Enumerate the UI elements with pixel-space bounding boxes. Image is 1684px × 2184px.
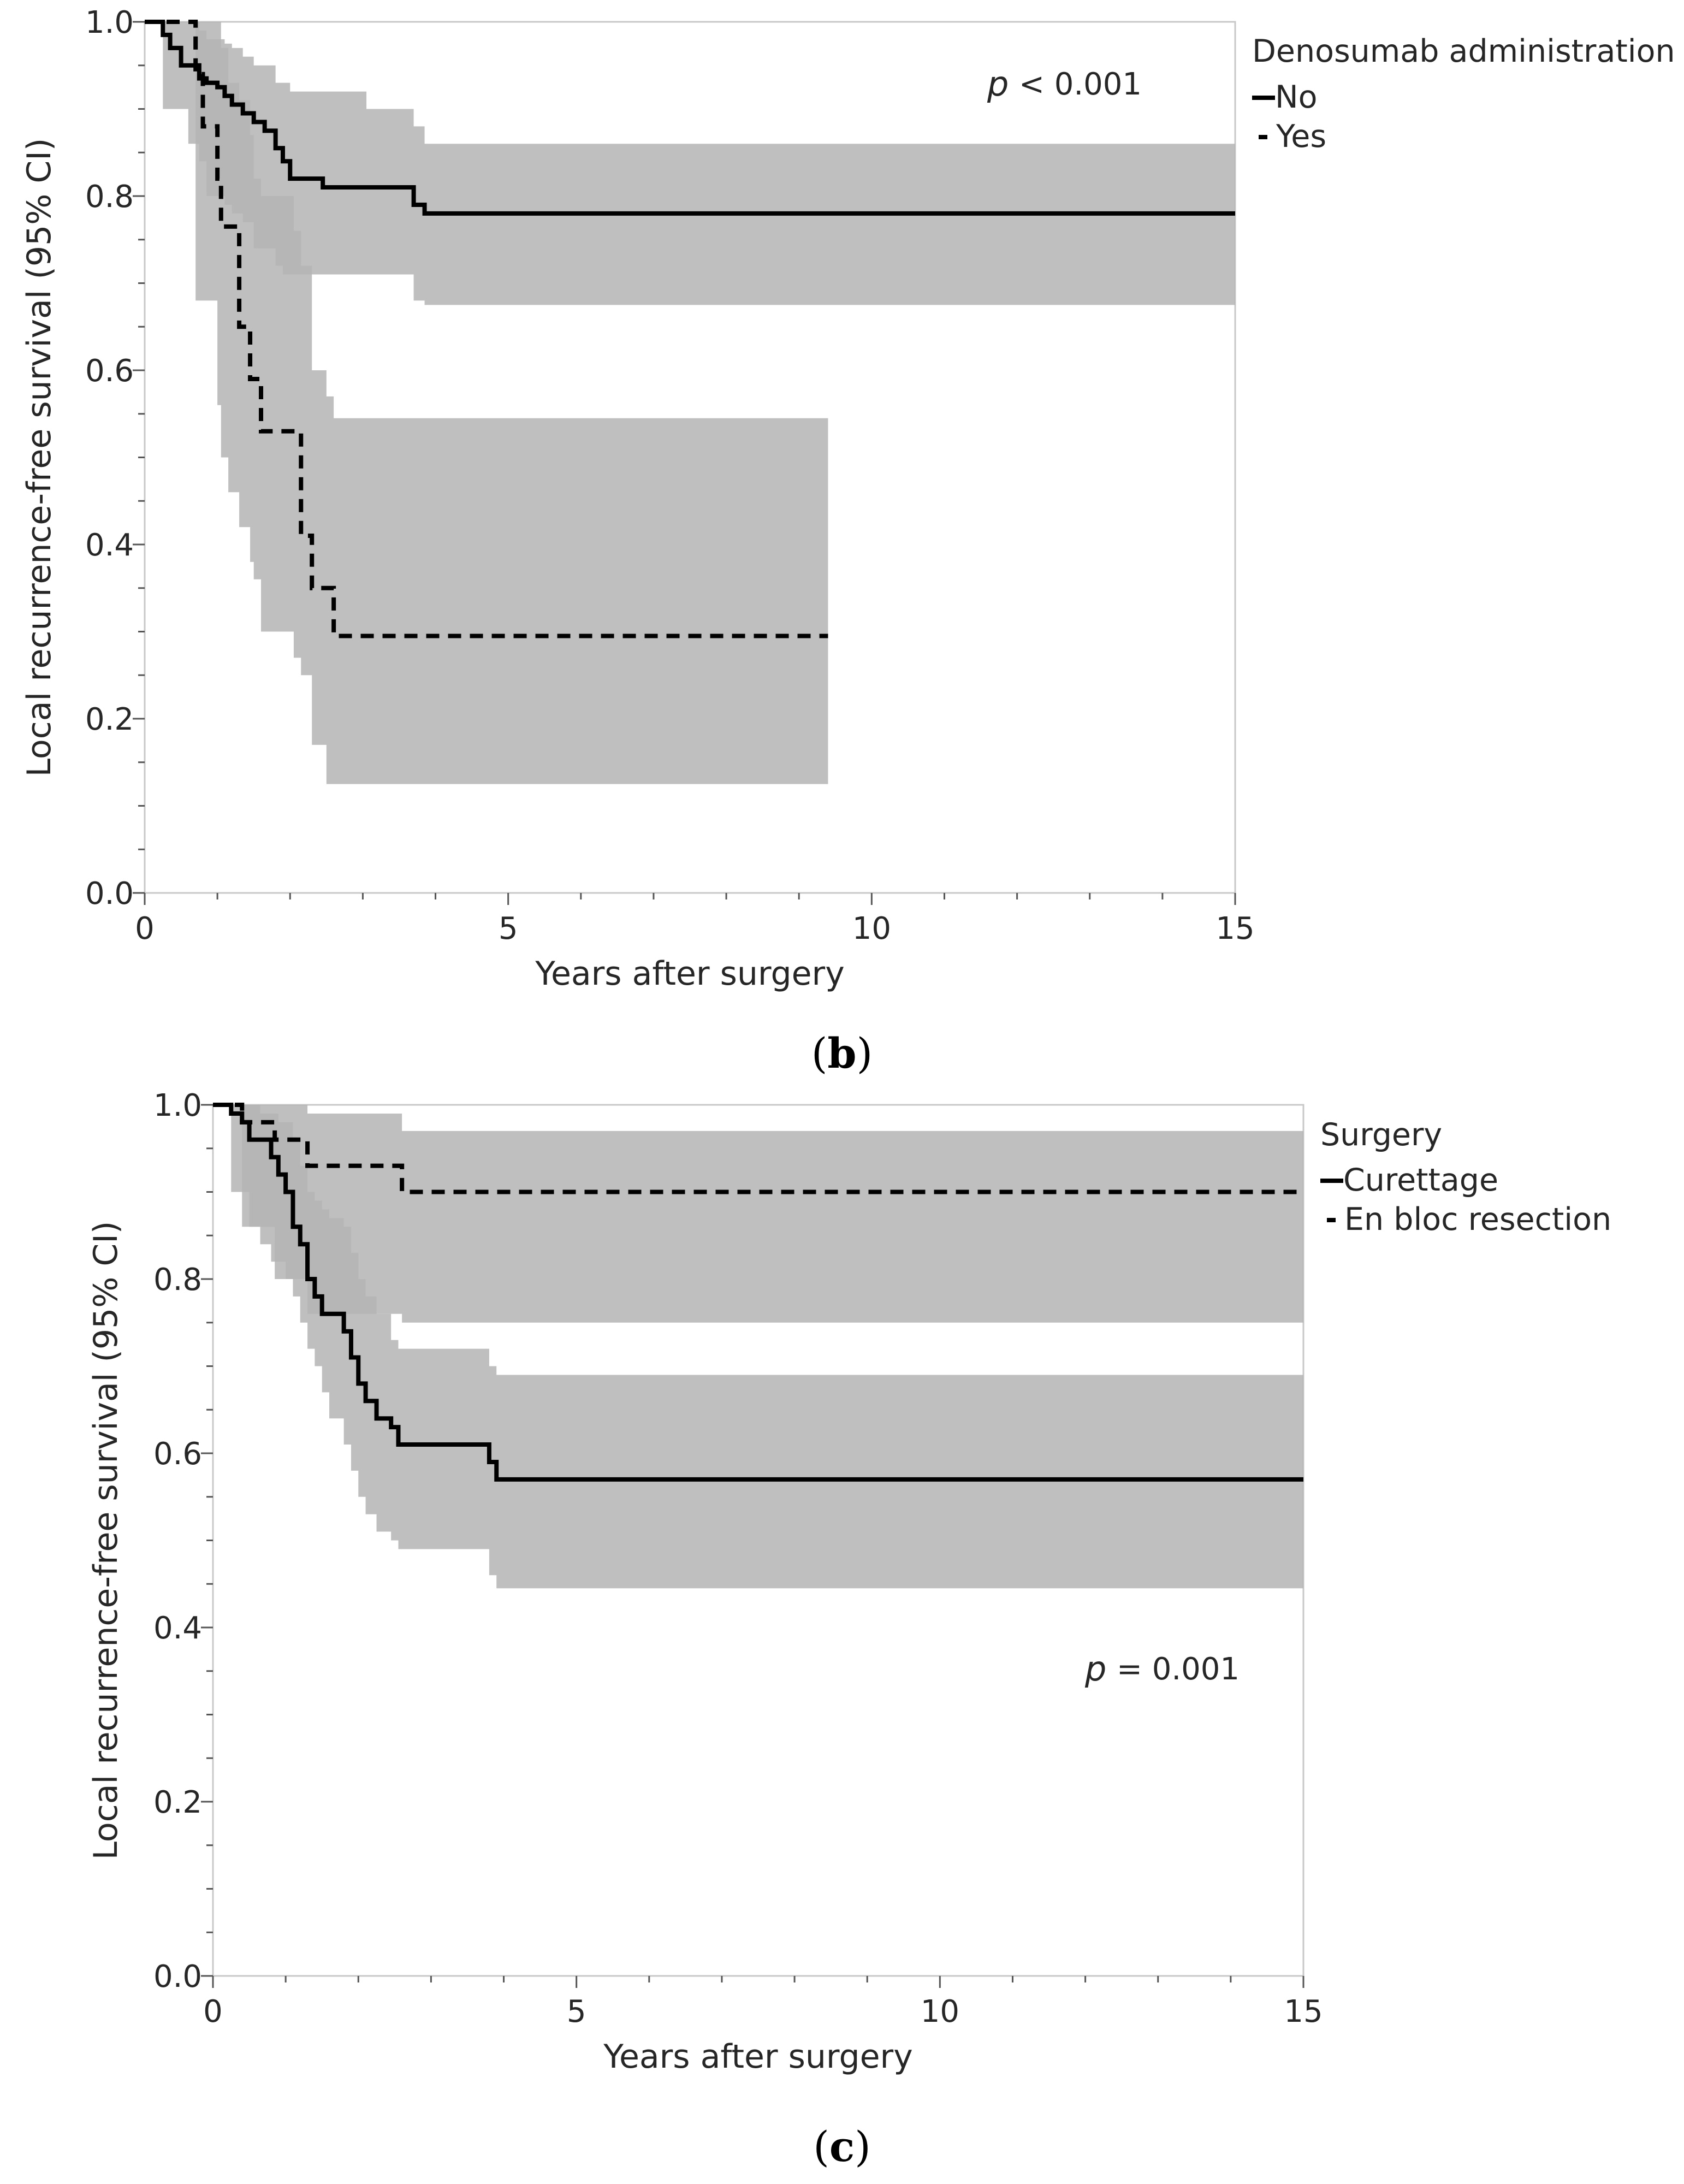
axis-ticks	[133, 21, 1236, 905]
legend-title: Surgery	[1320, 1117, 1442, 1153]
x-tick-label: 5	[567, 1994, 586, 2029]
p-value-symbol: p	[987, 64, 1009, 104]
y-axis-title: Local recurrence-free survival (95% CI)	[87, 1221, 125, 1860]
y-tick-label: 0.4	[85, 528, 134, 563]
y-tick-label: 0.2	[85, 702, 134, 737]
y-tick-label: 0.8	[85, 179, 134, 215]
ci-bands	[213, 1105, 1303, 1589]
panel-label: (b)	[811, 1029, 873, 1078]
survival-curve-curettage	[213, 1103, 1303, 1482]
p-value-symbol: p	[1084, 1649, 1106, 1689]
y-tick-label: 1.0	[153, 1088, 202, 1123]
legend: Denosumab administration No Yes	[1252, 33, 1675, 155]
p-value-annotation: p = 0.001	[1084, 1649, 1240, 1689]
y-tick-label: 0.6	[153, 1436, 202, 1472]
y-tick-label: 0.6	[85, 353, 134, 389]
panel-label: (c)	[813, 2122, 871, 2171]
legend: Surgery Curettage En bloc resection	[1320, 1117, 1611, 1238]
legend-label: En bloc resection	[1344, 1202, 1611, 1238]
x-tick-label: 0	[135, 911, 155, 946]
survival-curve-no	[145, 20, 1235, 216]
x-tick-label: 15	[1284, 1994, 1323, 2029]
x-tick-label: 0	[203, 1994, 223, 2029]
x-axis-title: Years after surgery	[603, 2038, 912, 2076]
legend-title: Denosumab administration	[1252, 33, 1675, 69]
survival-curve-en-bloc-resection	[213, 1103, 1303, 1194]
panel-c: 0 5 10 15 0.0 0.2 0.4 0.6 0.8 1.0 Years after surg…	[87, 1088, 1611, 2171]
y-tick-label: 0.2	[153, 1785, 202, 1820]
x-tick-label: 15	[1215, 911, 1254, 946]
p-value-text: < 0.001	[1019, 67, 1142, 102]
legend-item-no: No	[1252, 79, 1318, 115]
x-axis-title: Years after surgery	[535, 955, 844, 993]
ci-band-curettage	[213, 1105, 1303, 1589]
y-tick-label: 0.0	[153, 1959, 202, 1994]
x-tick-label: 10	[852, 911, 891, 946]
x-tick-label: 5	[499, 911, 518, 946]
legend-item-en-bloc-resection: En bloc resection	[1327, 1202, 1611, 1238]
y-tick-label: 1.0	[85, 5, 134, 40]
legend-label: Curettage	[1343, 1162, 1498, 1198]
legend-label: Yes	[1276, 119, 1326, 155]
legend-item-yes: Yes	[1259, 119, 1326, 155]
p-value-text: = 0.001	[1117, 1652, 1240, 1687]
p-value-annotation: p < 0.001	[987, 64, 1142, 104]
axis-ticks	[201, 1104, 1304, 1988]
legend-item-curettage: Curettage	[1320, 1162, 1498, 1198]
survival-curve-yes	[145, 20, 828, 638]
legend-label: No	[1275, 79, 1318, 115]
y-tick-label: 0.4	[153, 1611, 202, 1646]
y-tick-label: 0.0	[85, 876, 134, 912]
ci-bands	[145, 22, 1235, 784]
ci-band-no	[145, 22, 1235, 305]
ci-band-yes	[145, 22, 828, 784]
x-tick-label: 10	[921, 1994, 959, 2029]
y-axis-title: Local recurrence-free survival (95% CI)	[20, 138, 58, 777]
ci-band-en-bloc-resection	[213, 1105, 1303, 1323]
panel-b: 0 5 10 15 0.0 0.2 0.4 0.6 0.8 1.0 Years after surg…	[20, 5, 1675, 1078]
y-tick-label: 0.8	[153, 1262, 202, 1298]
